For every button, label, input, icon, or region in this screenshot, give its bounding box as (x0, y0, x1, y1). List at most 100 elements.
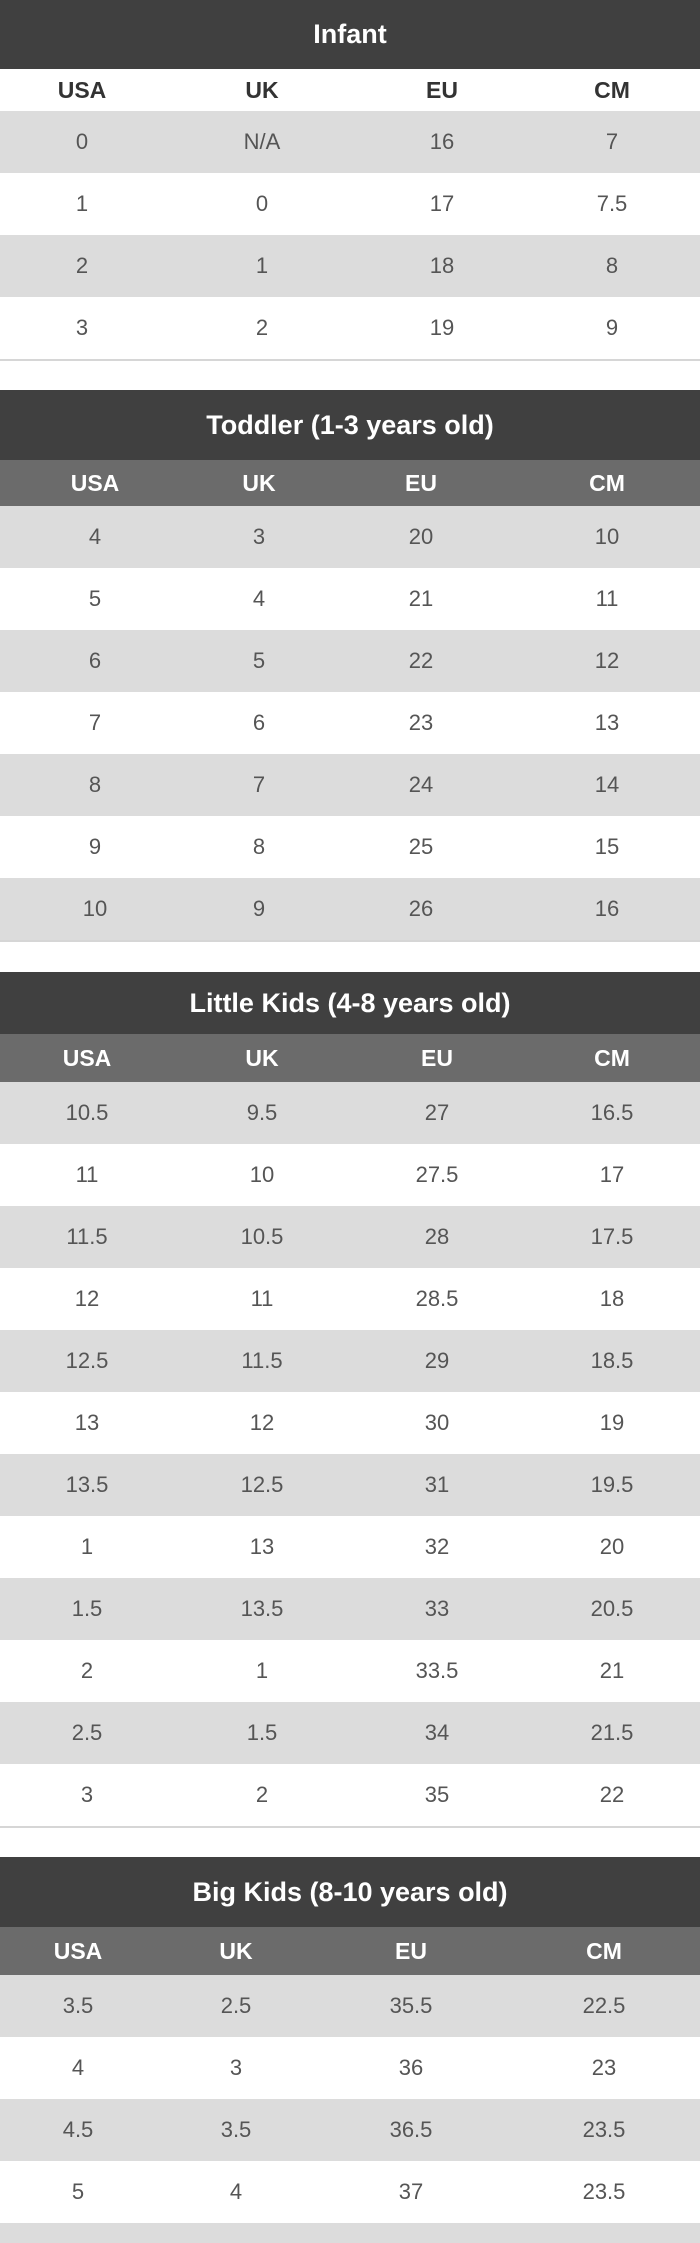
table-row: 8 7 24 14 (0, 754, 700, 816)
cell-cm: 23 (591, 2055, 617, 2080)
cell-uk: 9 (252, 896, 266, 921)
cell-uk: 13.5 (240, 1596, 284, 1621)
cell-uk: 13 (249, 1534, 275, 1559)
cell-uk: 6 (252, 710, 266, 735)
cell-usa: 3 (75, 315, 89, 340)
cell-usa: 13 (74, 1410, 100, 1435)
cell-uk: 1.5 (246, 1720, 278, 1745)
column-header-uk: UK (245, 76, 279, 103)
cell-usa: 0 (75, 129, 89, 154)
table-header-row: USA UK EU CM (0, 69, 700, 111)
cell-eu: 33.5 (415, 1658, 459, 1683)
cell-eu: 17 (429, 191, 455, 216)
table-row: 5 4 21 11 (0, 568, 700, 630)
cell-cm: 14 (594, 772, 620, 797)
table-header-row: USA UK EU CM (0, 460, 700, 506)
cell-uk: 8 (252, 834, 266, 859)
column-header-uk: UK (245, 1044, 279, 1071)
table-divider (0, 940, 700, 942)
cell-uk: 11 (250, 1286, 274, 1311)
column-header-usa: USA (53, 1937, 103, 1964)
cell-uk: 2 (255, 1782, 269, 1807)
cell-cm: 17.5 (590, 1224, 634, 1249)
cell-uk: 2 (255, 315, 269, 340)
table-row: 4.5 3.5 36.5 23.5 (0, 2099, 700, 2161)
cell-usa: 10 (82, 896, 108, 921)
cell-eu: 27.5 (415, 1162, 459, 1187)
table-row: 2 1 33.5 21 (0, 1640, 700, 1702)
cell-eu: 35.5 (389, 1993, 433, 2018)
table-title: Toddler (1-3 years old) (0, 390, 700, 460)
cell-cm: 19 (599, 1410, 625, 1435)
cell-usa: 5 (71, 2179, 85, 2204)
cell-eu: 27 (424, 1100, 450, 1125)
table-row: 13 12 30 19 (0, 1392, 700, 1454)
cell-cm: 21 (599, 1658, 625, 1683)
cell-cm: 10 (594, 524, 620, 549)
column-header-uk: UK (219, 1937, 253, 1964)
table-row: 1 13 32 20 (0, 1516, 700, 1578)
cell-eu: 36 (398, 2055, 424, 2080)
cell-eu: 37 (398, 2179, 424, 2204)
cell-uk: 3.5 (220, 2117, 252, 2142)
table-row: 6 5 22 12 (0, 630, 700, 692)
cell-usa: 3 (80, 1782, 94, 1807)
cell-eu: 18 (429, 253, 455, 278)
cell-usa: 1 (80, 1534, 94, 1559)
table-row: 10.5 9.5 27 16.5 (0, 1082, 700, 1144)
table-row: 7 6 23 13 (0, 692, 700, 754)
table-row: 4 3 36 23 (0, 2037, 700, 2099)
cell-uk: 5 (252, 648, 266, 673)
table-row: 3.5 2.5 35.5 22.5 (0, 1975, 700, 2037)
cell-cm: 21.5 (590, 1720, 634, 1745)
table-title: Little Kids (4-8 years old) (0, 972, 700, 1034)
cell-cm: 16 (594, 896, 620, 921)
cell-uk: 3 (229, 2055, 243, 2080)
cell-usa: 4.5 (62, 2117, 94, 2142)
column-header-usa: USA (62, 1044, 112, 1071)
column-header-eu: EU (421, 1044, 453, 1071)
cell-cm: 18 (599, 1286, 625, 1311)
table-title: Infant (0, 0, 700, 69)
cell-eu: 32 (424, 1534, 450, 1559)
cell-usa: 8 (88, 772, 102, 797)
cell-eu: 36.5 (389, 2117, 433, 2142)
cell-usa: 1 (75, 191, 89, 216)
cell-usa: 11 (75, 1162, 99, 1187)
cell-eu: 19 (429, 315, 455, 340)
column-header-eu: EU (426, 76, 458, 103)
cell-cm: 23.5 (582, 2179, 626, 2204)
cell-usa: 12.5 (65, 1348, 109, 1373)
cell-uk: 12 (249, 1410, 275, 1435)
cell-cm: 12 (594, 648, 620, 673)
size-table-little-kids-4-8-years-old: Little Kids (4-8 years old) USA UK EU CM 10.5… (0, 972, 700, 1828)
cell-uk: 11.5 (241, 1348, 283, 1373)
table-row: 10 9 26 16 (0, 878, 700, 940)
table-header-row: USA UK EU CM (0, 1927, 700, 1975)
cell-uk: N/A (243, 129, 281, 154)
cell-usa: 12 (74, 1286, 100, 1311)
cell-eu: 24 (408, 772, 434, 797)
table-row: 3 2 19 9 (0, 297, 700, 359)
cell-cm: 18.5 (590, 1348, 634, 1373)
cell-uk: 4 (252, 586, 266, 611)
table-row: 2 1 18 8 (0, 235, 700, 297)
cell-usa: 10.5 (65, 1100, 109, 1125)
table-header-row: USA UK EU CM (0, 1034, 700, 1082)
table-title: Big Kids (8-10 years old) (0, 1857, 700, 1927)
cell-usa: 3.5 (62, 1993, 94, 2018)
table-row: 1 0 17 7.5 (0, 173, 700, 235)
cell-usa: 4 (88, 524, 102, 549)
column-header-eu: EU (395, 1937, 427, 1964)
cell-uk: 2.5 (220, 1993, 252, 2018)
cell-eu: 22 (408, 648, 434, 673)
column-header-cm: CM (586, 1937, 622, 1964)
cell-cm: 13 (594, 710, 620, 735)
cell-eu: 21 (408, 586, 434, 611)
cell-cm: 23.5 (582, 2117, 626, 2142)
cell-uk: 10 (249, 1162, 275, 1187)
cell-usa: 7 (88, 710, 102, 735)
cell-cm: 9 (605, 315, 619, 340)
table-row: 12.5 11.5 29 18.5 (0, 1330, 700, 1392)
cell-usa: 11.5 (66, 1224, 108, 1249)
